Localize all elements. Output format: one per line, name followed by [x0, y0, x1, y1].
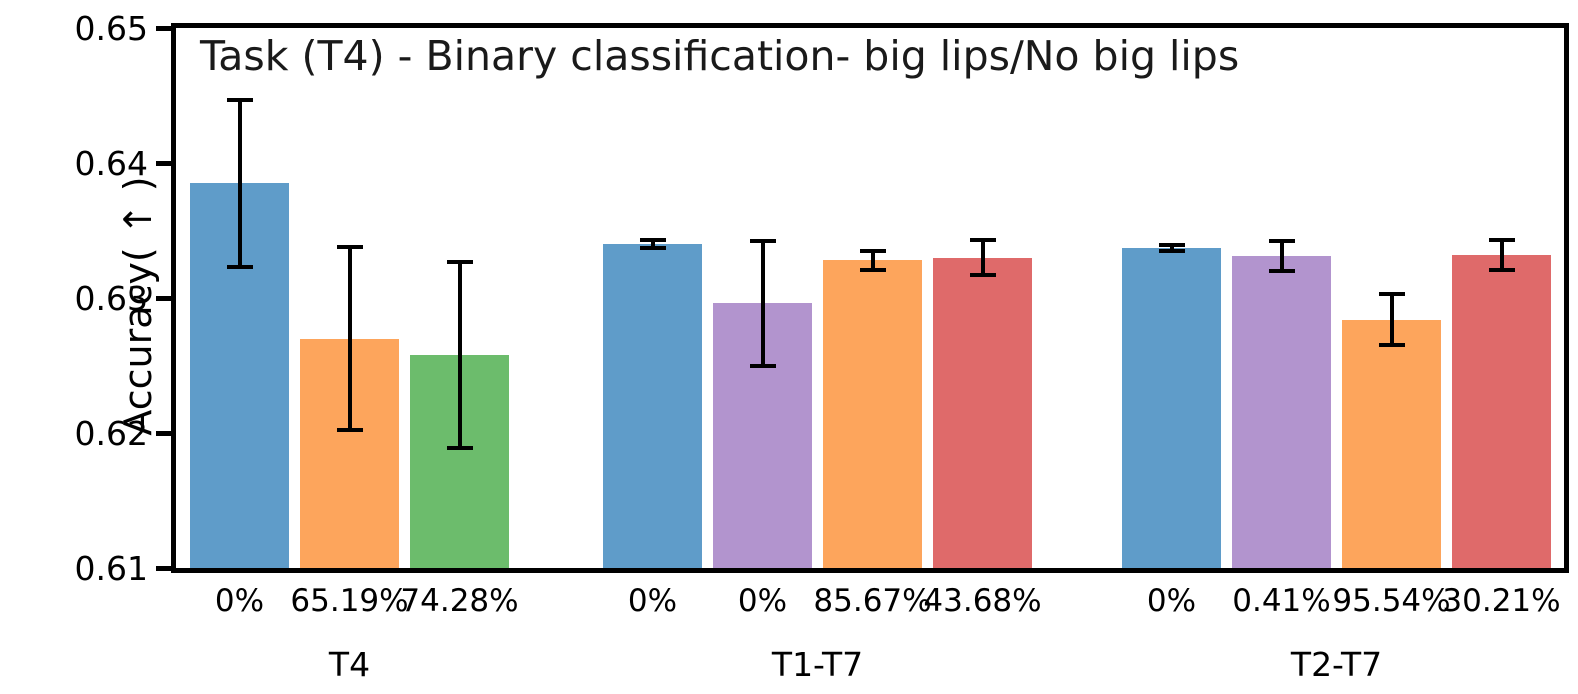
bar-percent-label: 74.28%: [400, 583, 519, 619]
chart-title: Task (T4) - Binary classification- big l…: [200, 32, 1240, 80]
error-bar-line: [1279, 241, 1284, 271]
y-tick-label: 0.61: [74, 549, 148, 588]
error-bar-line: [1169, 245, 1174, 251]
error-bar-cap-top: [226, 97, 253, 102]
error-bar-line: [650, 239, 655, 249]
error-bar-cap-bottom: [639, 246, 666, 251]
error-bar-line: [870, 250, 875, 270]
error-bar-cap-top: [639, 237, 666, 242]
error-bar-cap-bottom: [749, 363, 776, 368]
error-bar-line: [980, 239, 985, 276]
y-tick-mark: [156, 295, 171, 301]
error-bar-line: [347, 246, 352, 431]
error-bar-cap-bottom: [1158, 248, 1185, 253]
bar-T2-T7-purple: [1232, 256, 1331, 568]
error-bar-cap-top: [749, 239, 776, 244]
y-tick-label: 0.64: [74, 144, 148, 183]
error-bar-cap-bottom: [969, 273, 996, 278]
error-bar-line: [1389, 293, 1394, 346]
group-label-T2-T7: T2-T7: [1290, 645, 1383, 684]
bar-T2-T7-blue: [1122, 248, 1221, 568]
error-bar-cap-top: [1158, 243, 1185, 248]
error-bar-cap-top: [969, 237, 996, 242]
error-bar-line: [760, 241, 765, 366]
error-bar-cap-bottom: [1268, 269, 1295, 273]
error-bar-line: [237, 99, 242, 267]
bar-percent-label: 85.67%: [813, 583, 932, 619]
bar-percent-label: 0.41%: [1232, 583, 1331, 619]
error-bar-cap-top: [1268, 239, 1295, 244]
error-bar-cap-bottom: [446, 445, 473, 450]
y-tick-label: 0.65: [74, 9, 148, 48]
bar-percent-label: 0%: [737, 583, 788, 619]
bar-percent-label: 0%: [1146, 583, 1197, 619]
bar-T1-T7-red: [933, 257, 1032, 568]
bar-percent-label: 0%: [627, 583, 678, 619]
bar-percent-label: 30.21%: [1442, 583, 1561, 619]
error-bar-line: [1499, 239, 1504, 270]
error-bar-line: [457, 261, 462, 448]
bar-percent-label: 0%: [214, 583, 265, 619]
group-label-T1-T7: T1-T7: [771, 645, 864, 684]
error-bar-cap-bottom: [336, 428, 363, 433]
error-bar-cap-top: [446, 259, 473, 264]
error-bar-cap-top: [1488, 237, 1515, 242]
bar-T1-T7-blue: [603, 244, 702, 568]
error-bar-cap-bottom: [1378, 343, 1405, 348]
error-bar-cap-top: [859, 248, 886, 253]
bar-T1-T7-orange: [823, 260, 922, 568]
error-bar-cap-top: [1378, 291, 1405, 296]
bar-T2-T7-orange: [1342, 319, 1441, 568]
bar-percent-label: 95.54%: [1332, 583, 1451, 619]
bar-percent-label: 43.68%: [923, 583, 1042, 619]
error-bar-cap-bottom: [859, 267, 886, 272]
y-tick-mark: [156, 160, 171, 166]
y-tick-mark: [156, 25, 171, 31]
y-tick-label: 0.62: [74, 414, 148, 453]
error-bar-cap-bottom: [226, 264, 253, 269]
y-tick-label: 0.63: [74, 279, 148, 318]
error-bar-cap-top: [336, 244, 363, 249]
group-label-T4: T4: [328, 645, 371, 684]
bar-T2-T7-red: [1452, 254, 1551, 568]
y-tick-mark: [156, 565, 171, 571]
error-bar-cap-bottom: [1488, 267, 1515, 272]
y-tick-mark: [156, 430, 171, 436]
bar-percent-label: 65.19%: [290, 583, 409, 619]
